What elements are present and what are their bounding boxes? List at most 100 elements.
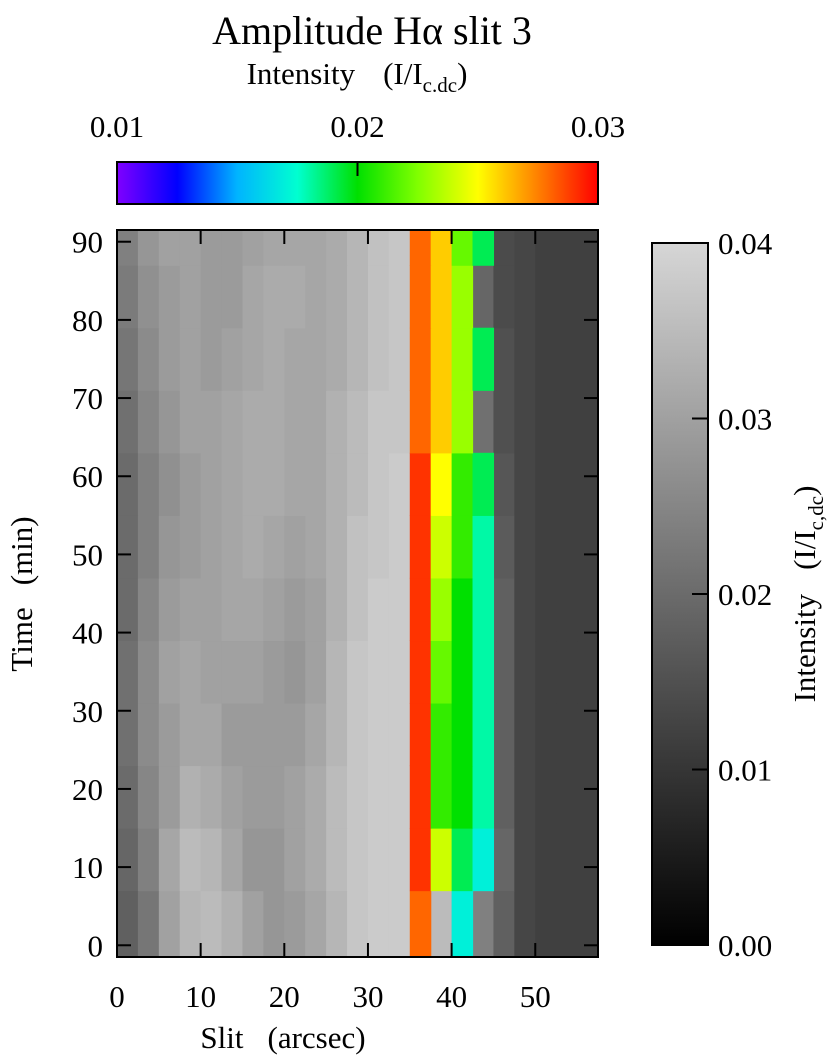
cell	[577, 390, 599, 454]
cell	[158, 828, 181, 892]
cell	[305, 230, 327, 266]
colorbar-tick-label: 0.01	[90, 109, 144, 144]
overlay-cell	[451, 640, 474, 704]
cell	[242, 265, 264, 329]
cell	[367, 640, 390, 704]
cell	[535, 702, 557, 767]
cell	[472, 265, 495, 329]
cell	[179, 640, 202, 704]
cell	[556, 765, 578, 829]
cell	[326, 452, 348, 516]
x-tick-label: 50	[520, 979, 551, 1014]
cell	[137, 765, 160, 829]
cell	[535, 828, 557, 892]
cell	[117, 890, 139, 958]
cell	[242, 828, 264, 892]
cell	[347, 390, 369, 454]
cell	[117, 828, 139, 892]
cell	[472, 390, 495, 454]
overlay-cell	[451, 765, 474, 829]
cell	[514, 640, 536, 704]
cell	[200, 515, 223, 579]
cell	[305, 265, 327, 329]
cell	[284, 327, 306, 391]
cell	[158, 327, 181, 391]
cell	[326, 230, 348, 266]
cell	[577, 640, 599, 704]
cell	[556, 890, 578, 958]
overlay-cell	[472, 452, 495, 516]
y-tick-label: 80	[72, 303, 103, 338]
cell	[493, 452, 515, 516]
cell	[200, 327, 223, 391]
cell	[535, 230, 557, 266]
cell	[284, 640, 306, 704]
cell	[305, 327, 327, 391]
cell	[158, 230, 181, 266]
cell	[326, 765, 348, 829]
cell	[493, 890, 515, 958]
cell	[263, 452, 285, 516]
cell	[388, 765, 411, 829]
cell	[200, 265, 223, 329]
cell	[556, 265, 578, 329]
overlay-cell	[430, 265, 453, 329]
cell	[221, 890, 244, 958]
cell	[158, 577, 181, 642]
colorbar-tick-label: 0.01	[718, 753, 772, 788]
cell	[179, 577, 202, 642]
cell	[158, 452, 181, 516]
cell	[284, 265, 306, 329]
y-tick-label: 20	[72, 772, 103, 807]
cell	[263, 640, 285, 704]
cell	[305, 515, 327, 579]
cell	[347, 265, 369, 329]
cell	[137, 577, 160, 642]
cell	[577, 828, 599, 892]
label-text: Slit	[200, 1020, 243, 1055]
cell	[367, 765, 390, 829]
cell	[117, 327, 139, 391]
cell	[158, 265, 181, 329]
cell	[535, 327, 557, 391]
label-text: Time	[4, 607, 39, 671]
x-tick-label: 20	[269, 979, 300, 1014]
overlay-cell	[451, 390, 474, 454]
cell	[535, 452, 557, 516]
cell	[263, 702, 285, 767]
cell	[242, 702, 264, 767]
cell	[493, 390, 515, 454]
cell	[305, 640, 327, 704]
cell	[556, 515, 578, 579]
cell	[347, 230, 369, 266]
overlay-cell	[472, 515, 495, 579]
cell	[117, 452, 139, 516]
cell	[117, 265, 139, 329]
cell	[493, 327, 515, 391]
overlay-cell	[409, 640, 432, 704]
label-unit-end: )	[787, 486, 822, 496]
colorbar-top	[116, 161, 599, 205]
cell	[556, 640, 578, 704]
cell	[179, 452, 202, 516]
overlay-cell	[451, 265, 474, 329]
cell	[200, 390, 223, 454]
cell	[388, 640, 411, 704]
cell	[514, 890, 536, 958]
cell	[221, 765, 244, 829]
y-tick-label: 10	[72, 850, 103, 885]
cell	[367, 265, 390, 329]
cell	[117, 765, 139, 829]
label-unit: (min)	[4, 516, 39, 585]
cell	[305, 452, 327, 516]
cell	[137, 452, 160, 516]
cell	[514, 702, 536, 767]
cell	[305, 390, 327, 454]
cell	[263, 327, 285, 391]
overlay-cell	[409, 702, 432, 767]
cell	[158, 515, 181, 579]
cell	[242, 390, 264, 454]
overlay-cell	[472, 765, 495, 829]
cell	[493, 515, 515, 579]
